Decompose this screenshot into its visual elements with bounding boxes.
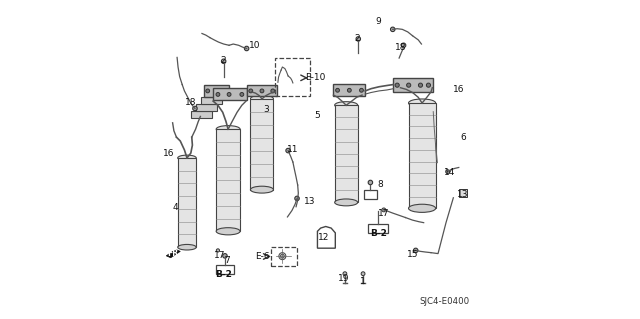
Text: 18: 18 <box>395 43 406 52</box>
Ellipse shape <box>223 89 227 93</box>
Text: 15: 15 <box>407 250 419 259</box>
Bar <box>275 58 310 96</box>
Ellipse shape <box>223 254 227 258</box>
Ellipse shape <box>390 27 395 32</box>
Text: B-2: B-2 <box>215 270 232 279</box>
Bar <box>271 247 298 266</box>
Bar <box>202 97 222 104</box>
Text: 9: 9 <box>375 17 381 26</box>
Ellipse shape <box>382 208 386 212</box>
Ellipse shape <box>216 249 220 252</box>
Text: 16: 16 <box>453 85 465 94</box>
Bar <box>393 78 433 92</box>
Ellipse shape <box>221 59 226 63</box>
Text: E-10: E-10 <box>305 73 325 82</box>
Ellipse shape <box>216 93 220 96</box>
Text: 11: 11 <box>287 145 299 154</box>
Text: 17: 17 <box>378 209 390 218</box>
Text: 19: 19 <box>338 274 349 283</box>
Ellipse shape <box>250 95 273 102</box>
Ellipse shape <box>271 89 275 93</box>
Text: 13: 13 <box>304 197 316 206</box>
Text: B-2: B-2 <box>371 229 387 238</box>
Text: 3: 3 <box>263 105 269 114</box>
Ellipse shape <box>260 89 264 93</box>
Ellipse shape <box>178 244 196 250</box>
Ellipse shape <box>216 126 240 133</box>
Ellipse shape <box>461 191 465 195</box>
Bar <box>204 85 229 97</box>
Text: 16: 16 <box>163 149 174 158</box>
Ellipse shape <box>348 88 351 92</box>
Text: 2: 2 <box>221 56 227 65</box>
Bar <box>196 104 217 111</box>
Text: 13: 13 <box>457 190 468 199</box>
Bar <box>335 105 358 203</box>
Ellipse shape <box>295 196 300 201</box>
Text: 1: 1 <box>360 277 366 286</box>
Ellipse shape <box>419 83 422 87</box>
Bar <box>459 189 467 197</box>
Text: 6: 6 <box>460 133 466 142</box>
Bar <box>364 190 377 199</box>
Bar <box>369 224 388 233</box>
Bar <box>333 84 365 96</box>
Text: 4: 4 <box>173 204 179 212</box>
Bar <box>216 129 240 231</box>
Text: 5: 5 <box>315 111 321 120</box>
Ellipse shape <box>227 93 231 96</box>
Ellipse shape <box>401 43 406 48</box>
Ellipse shape <box>244 46 249 51</box>
Ellipse shape <box>240 93 244 96</box>
Ellipse shape <box>343 272 347 276</box>
Bar <box>246 85 277 96</box>
Text: 7: 7 <box>224 256 230 265</box>
Ellipse shape <box>335 102 358 108</box>
Ellipse shape <box>249 89 253 93</box>
Ellipse shape <box>445 170 449 174</box>
Ellipse shape <box>361 272 365 276</box>
Text: SJC4-E0400: SJC4-E0400 <box>419 297 470 306</box>
Ellipse shape <box>286 148 291 153</box>
Ellipse shape <box>406 83 411 87</box>
Bar <box>216 265 234 274</box>
Ellipse shape <box>408 204 436 212</box>
Bar <box>213 88 246 100</box>
Ellipse shape <box>408 99 436 107</box>
Ellipse shape <box>426 83 431 87</box>
Ellipse shape <box>413 248 418 253</box>
Text: 10: 10 <box>249 41 260 50</box>
Ellipse shape <box>206 89 210 93</box>
Ellipse shape <box>216 228 240 235</box>
Ellipse shape <box>335 88 339 92</box>
Ellipse shape <box>395 83 399 87</box>
Ellipse shape <box>178 155 196 161</box>
Text: E-6: E-6 <box>255 252 270 261</box>
Text: 12: 12 <box>317 233 329 242</box>
Ellipse shape <box>193 106 197 111</box>
Bar <box>250 99 273 189</box>
Text: FR: FR <box>167 249 178 258</box>
Bar <box>178 158 196 247</box>
Text: 18: 18 <box>185 98 196 107</box>
Bar <box>191 111 212 118</box>
Ellipse shape <box>368 180 372 185</box>
Ellipse shape <box>279 253 286 260</box>
Ellipse shape <box>356 37 360 41</box>
Ellipse shape <box>280 254 284 258</box>
Ellipse shape <box>250 186 273 193</box>
Bar <box>408 103 436 208</box>
Polygon shape <box>166 249 180 258</box>
Text: 8: 8 <box>377 180 383 189</box>
Text: 17: 17 <box>214 251 225 260</box>
Ellipse shape <box>214 89 218 93</box>
Ellipse shape <box>360 88 364 92</box>
Ellipse shape <box>335 199 358 206</box>
Text: 14: 14 <box>444 168 455 177</box>
Text: 2: 2 <box>355 34 360 43</box>
